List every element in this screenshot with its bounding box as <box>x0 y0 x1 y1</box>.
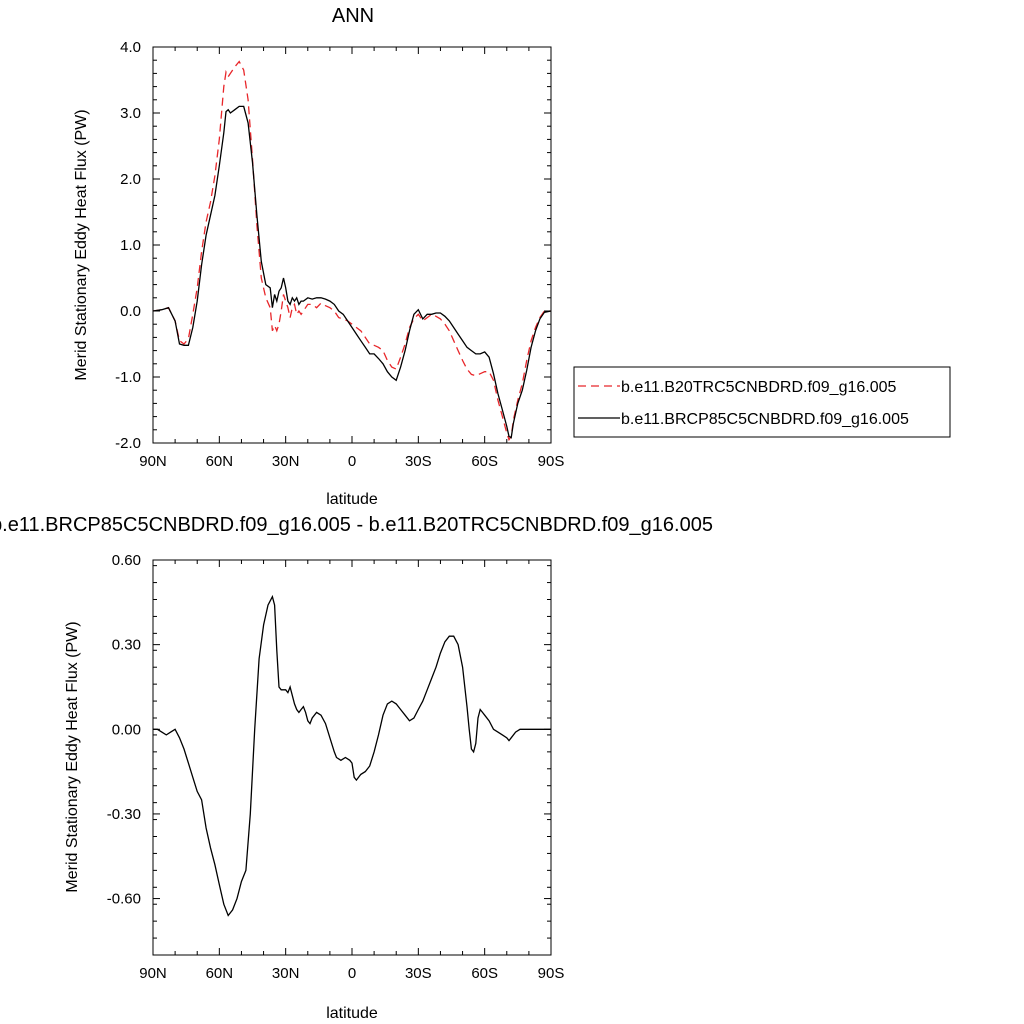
top-y-axis-label: Merid Stationary Eddy Heat Flux (PW) <box>73 109 90 380</box>
bottom-y-axis-label: Merid Stationary Eddy Heat Flux (PW) <box>64 621 81 892</box>
top-plot-area: 90N 60N 30N 0 30S 60S 90S 4.0 3.0 2.0 1.0 0.0 -1.0 -2… <box>115 39 564 470</box>
bottom-panel: b.e11.BRCP85C5CNBDRD.f09_g16.005 - b.e11… <box>0 514 713 1022</box>
bottom-x-tick-label: 60S <box>471 965 498 982</box>
top-plot-frame <box>152 46 552 444</box>
top-y-tick-label: 3.0 <box>120 105 141 122</box>
bottom-y-tick-label: 0.30 <box>112 637 141 654</box>
bottom-x-tick-label: 30N <box>272 965 300 982</box>
top-x-tick-label: 30N <box>272 453 300 470</box>
legend: b.e11.B20TRC5CNBDRD.f09_g16.005 b.e11.BR… <box>573 366 951 438</box>
bottom-x-tick-label: 90N <box>139 965 167 982</box>
top-y-tick-label: -2.0 <box>115 435 141 452</box>
top-y-tick-label: 1.0 <box>120 237 141 254</box>
bottom-x-tick-label: 30S <box>405 965 432 982</box>
top-series-line-1 <box>152 60 551 442</box>
bottom-x-axis-label: latitude <box>326 1005 378 1022</box>
bottom-x-tick-label: 60N <box>206 965 234 982</box>
bottom-chart-title: b.e11.BRCP85C5CNBDRD.f09_g16.005 - b.e11… <box>0 514 713 536</box>
top-y-tick-label: 0.0 <box>120 303 141 320</box>
top-series-line-2 <box>152 105 552 439</box>
legend-entry-series-2: b.e11.BRCP85C5CNBDRD.f09_g16.005 <box>621 411 909 428</box>
legend-box <box>573 366 951 438</box>
top-x-tick-label: 90S <box>538 453 565 470</box>
bottom-plot-frame <box>152 559 552 956</box>
bottom-y-tick-label: -0.60 <box>107 891 141 908</box>
top-x-tick-label: 30S <box>405 453 432 470</box>
top-x-tick-label: 60S <box>471 453 498 470</box>
bottom-y-tick-label: 0.00 <box>112 721 141 738</box>
top-x-tick-label: 90N <box>139 453 167 470</box>
top-x-tick-label: 0 <box>348 453 356 470</box>
top-chart-title: ANN <box>332 5 374 27</box>
top-panel: ANN 90N 60N 30N 0 30S 60S 90S 4.0 3.0 2.0 1.0 0.0 -1… <box>73 5 951 508</box>
top-y-tick-label: 2.0 <box>120 171 141 188</box>
bottom-y-tick-label: -0.30 <box>107 806 141 823</box>
bottom-x-tick-label: 0 <box>348 965 356 982</box>
top-y-tick-label: 4.0 <box>120 39 141 56</box>
bottom-plot-area: 90N 60N 30N 0 30S 60S 90S 0.60 0.30 0.00 -0.30 -0.6… <box>107 552 565 982</box>
top-x-axis-label: latitude <box>326 491 378 508</box>
bottom-y-tick-label: 0.60 <box>112 552 141 569</box>
legend-entry-series-1: b.e11.B20TRC5CNBDRD.f09_g16.005 <box>621 379 897 396</box>
bottom-series-line-1 <box>153 594 551 917</box>
bottom-x-tick-label: 90S <box>538 965 565 982</box>
top-y-tick-label: -1.0 <box>115 369 141 386</box>
top-x-tick-label: 60N <box>206 453 234 470</box>
